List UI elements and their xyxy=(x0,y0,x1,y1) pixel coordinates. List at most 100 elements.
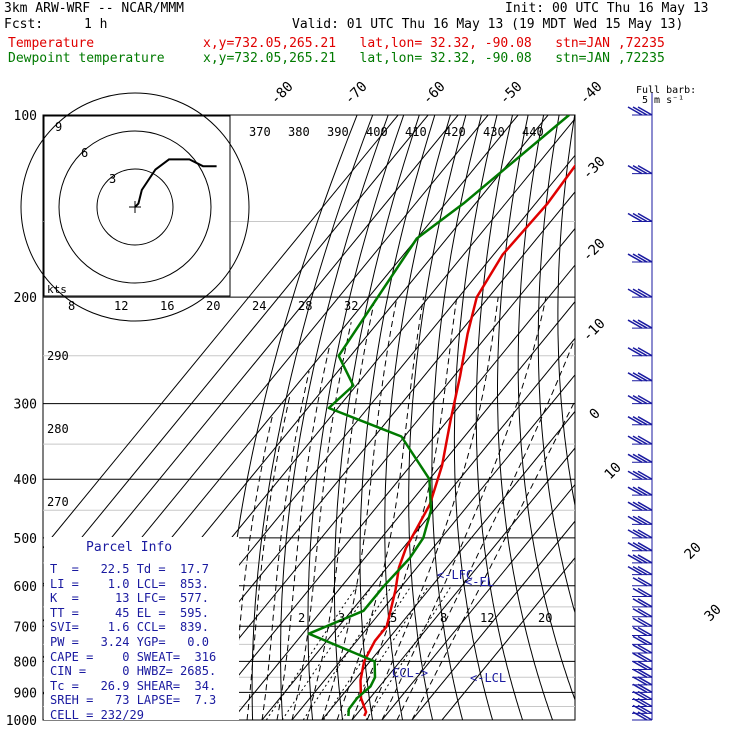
isotherm-tick-label: -50 xyxy=(497,79,526,108)
dry-adiabat-line xyxy=(475,115,524,720)
parcel-info-title: Parcel Info xyxy=(86,540,173,555)
wind-barb-legend-units: 5 m s⁻¹ xyxy=(642,95,684,106)
isotherm-tick-label: 0 xyxy=(587,406,604,423)
wind-barb xyxy=(632,347,648,357)
pressure-tick-label: 200 xyxy=(14,291,37,306)
wind-barb xyxy=(637,515,653,526)
dry-adiabat-line xyxy=(557,115,575,509)
wind-barb xyxy=(632,453,648,463)
wind-barb xyxy=(627,529,643,539)
wind-barb xyxy=(632,486,648,496)
wind-barb xyxy=(632,372,648,382)
dry-adiabat-line xyxy=(280,115,389,720)
dry-adiabat-line xyxy=(307,115,405,720)
speed-axis-label: 28 xyxy=(298,299,312,313)
theta-tick-label: 440 xyxy=(522,125,544,139)
wind-barb xyxy=(632,635,648,646)
moist-adiabat-line xyxy=(366,297,499,720)
isotherm-line xyxy=(351,447,575,720)
isotherm-line xyxy=(43,115,399,549)
hodograph-ring-label: 3 xyxy=(109,172,116,186)
wind-barb xyxy=(632,697,648,708)
wind-barb xyxy=(627,486,643,496)
wind-barb xyxy=(632,319,648,329)
wind-barb xyxy=(627,435,643,445)
moist-adiabat-line xyxy=(396,337,575,720)
wind-barb xyxy=(637,501,653,511)
mixing-ratio-label: 8 xyxy=(440,611,447,625)
mixing-ratio-line xyxy=(365,585,452,720)
mixing-ratio-label: 20 xyxy=(538,611,552,625)
wind-barb xyxy=(637,704,653,714)
wind-barb xyxy=(632,565,648,576)
wind-barb xyxy=(637,347,653,357)
wind-barb xyxy=(637,435,653,445)
wind-barb xyxy=(637,683,653,693)
wind-barb xyxy=(637,660,653,671)
dry-adiabat-line xyxy=(632,115,740,720)
theta-tick-label: 370 xyxy=(249,125,271,139)
wind-barb xyxy=(627,288,643,298)
moist-adiabat-line xyxy=(291,322,352,720)
wind-barb xyxy=(632,253,648,263)
wind-barb xyxy=(637,164,653,175)
isotherm-tick-label: 30 xyxy=(702,602,725,625)
hodograph-ring xyxy=(20,92,250,322)
mixing-ratio-label: 2 xyxy=(298,611,305,625)
wind-barb xyxy=(627,515,643,526)
dry-adiabat-line xyxy=(517,115,575,702)
hodograph-axis-label: kts xyxy=(47,283,67,296)
wind-barb xyxy=(627,470,643,480)
dry-adiabat-line xyxy=(359,115,436,720)
wind-barb xyxy=(632,644,648,654)
wind-barb xyxy=(637,635,653,646)
wind-barb xyxy=(637,470,653,480)
moist-adiabat-line xyxy=(411,399,575,720)
wind-barb xyxy=(627,416,643,426)
wind-barb xyxy=(627,164,643,175)
speed-axis-label: 32 xyxy=(344,299,358,313)
wind-barb xyxy=(627,554,643,564)
wind-barb xyxy=(632,577,648,587)
pressure-tick-label: 400 xyxy=(14,473,37,488)
moist-adiabat-line xyxy=(351,297,458,720)
wind-barb xyxy=(637,690,653,701)
forecast-label: Fcst: xyxy=(4,17,44,32)
forecast-hour: 1 h xyxy=(84,17,108,32)
isotherm-line xyxy=(291,374,575,720)
mixing-ratio-line xyxy=(281,585,373,720)
pressure-tick-label: 1000 xyxy=(6,714,37,729)
wind-barb xyxy=(632,676,648,686)
mixing-ratio-label: 5 xyxy=(390,611,397,625)
wind-barb xyxy=(637,608,653,618)
pressure-tick-label: 900 xyxy=(14,686,37,701)
wind-barb xyxy=(632,626,648,637)
parcel-info-row: T = 22.5 Td = 17.7 xyxy=(50,562,209,576)
wind-barb xyxy=(637,711,653,721)
hodograph-ring-label: 9 xyxy=(55,120,62,134)
pressure-tick-label: 700 xyxy=(14,620,37,635)
speed-axis-label: 16 xyxy=(160,299,174,313)
wind-barb xyxy=(637,554,653,564)
wind-barb xyxy=(637,453,653,463)
wind-barb xyxy=(632,288,648,298)
isotherm-line xyxy=(321,410,575,720)
speed-axis-label: 8 xyxy=(68,299,75,313)
moist-adiabat-line xyxy=(306,296,376,720)
wind-barb xyxy=(637,676,653,686)
wind-barb xyxy=(632,106,648,116)
theta-tick-label: 430 xyxy=(483,125,505,139)
legend-dewpoint-info: x,y=732.05,265.21 lat,lon= 32.32, -90.08… xyxy=(203,51,665,66)
wind-barb xyxy=(627,106,643,116)
wind-barb xyxy=(637,542,653,552)
wind-barb xyxy=(632,652,648,663)
dry-adiabat-line xyxy=(537,115,575,615)
wind-barb xyxy=(632,416,648,426)
isotherm-line xyxy=(381,483,575,720)
isotherm-tick-label: -20 xyxy=(580,236,609,265)
init-time: Init: 00 UTC Thu 16 May 13 xyxy=(505,1,709,16)
dry-adiabat-line xyxy=(497,115,554,720)
theta-tick-label: 390 xyxy=(327,125,349,139)
theta-tick-label: 270 xyxy=(47,495,69,509)
parcel-info-row: CIN = 0 HWBZ= 2685. xyxy=(50,664,217,679)
